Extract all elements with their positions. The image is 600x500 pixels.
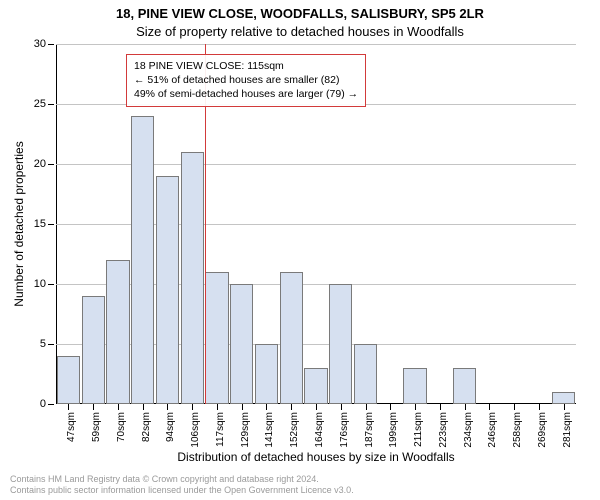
x-tick [366,404,367,410]
y-axis-label: Number of detached properties [12,141,26,306]
annotation-line3: 49% of semi-detached houses are larger (… [134,87,358,101]
x-tick-label: 187sqm [364,412,375,448]
y-tick-label: 0 [40,398,46,410]
x-tick [68,404,69,410]
histogram-bar [354,344,377,404]
x-tick [192,404,193,410]
x-tick [93,404,94,410]
x-tick [440,404,441,410]
y-tick [48,344,54,345]
x-tick [167,404,168,410]
footer-text: Contains HM Land Registry data © Crown c… [10,474,354,496]
x-tick-label: 106sqm [190,412,201,448]
footer-line2: Contains public sector information licen… [10,485,354,496]
x-tick-label: 269sqm [537,412,548,448]
y-tick [48,104,54,105]
x-tick-label: 258sqm [512,412,523,448]
x-tick-label: 129sqm [240,412,251,448]
x-tick-label: 82sqm [141,412,152,442]
y-tick-label: 25 [34,98,46,110]
y-tick-label: 15 [34,218,46,230]
x-tick-label: 164sqm [314,412,325,448]
histogram-bar [106,260,129,404]
x-tick-label: 281sqm [562,412,573,448]
y-tick [48,164,54,165]
histogram-bar [453,368,476,404]
x-tick-label: 234sqm [463,412,474,448]
title-sub: Size of property relative to detached ho… [0,24,600,39]
title-main: 18, PINE VIEW CLOSE, WOODFALLS, SALISBUR… [0,6,600,21]
x-tick-label: 47sqm [66,412,77,442]
histogram-bar [230,284,253,404]
x-tick [415,404,416,410]
y-tick-label: 5 [40,338,46,350]
histogram-bar [304,368,327,404]
y-tick [48,404,54,405]
histogram-bar [57,356,80,404]
histogram-bar [403,368,426,404]
annotation-line1: 18 PINE VIEW CLOSE: 115sqm [134,59,358,73]
histogram-bar [255,344,278,404]
histogram-bar [131,116,154,404]
x-tick [118,404,119,410]
x-tick-label: 141sqm [264,412,275,448]
y-tick [48,224,54,225]
x-tick-label: 211sqm [413,412,424,447]
x-tick-label: 70sqm [116,412,127,442]
x-tick-label: 94sqm [165,412,176,442]
x-tick [291,404,292,410]
x-axis-label: Distribution of detached houses by size … [56,450,576,464]
y-tick [48,44,54,45]
x-tick [217,404,218,410]
chart-container: 18, PINE VIEW CLOSE, WOODFALLS, SALISBUR… [0,0,600,500]
histogram-bar [280,272,303,404]
x-tick-label: 176sqm [339,412,350,448]
histogram-bar [552,392,575,404]
x-tick [564,404,565,410]
x-tick-label: 246sqm [487,412,498,448]
y-tick-label: 10 [34,278,46,290]
footer-line1: Contains HM Land Registry data © Crown c… [10,474,354,485]
x-tick [266,404,267,410]
x-tick [465,404,466,410]
x-tick-label: 59sqm [91,412,102,442]
y-tick [48,284,54,285]
histogram-bar [82,296,105,404]
histogram-bar [181,152,204,404]
x-tick [242,404,243,410]
x-tick [341,404,342,410]
x-tick [489,404,490,410]
annotation-box: 18 PINE VIEW CLOSE: 115sqm← 51% of detac… [126,54,366,107]
histogram-bar [329,284,352,404]
grid-line [56,44,576,45]
x-tick-label: 117sqm [215,412,226,447]
x-tick [143,404,144,410]
x-tick [316,404,317,410]
histogram-bar [205,272,228,404]
annotation-line2: ← 51% of detached houses are smaller (82… [134,73,358,87]
x-tick [514,404,515,410]
histogram-bar [156,176,179,404]
x-tick-label: 199sqm [388,412,399,448]
x-tick [539,404,540,410]
y-tick-label: 20 [34,158,46,170]
plot-area: 05101520253047sqm59sqm70sqm82sqm94sqm106… [56,44,576,404]
x-tick-label: 223sqm [438,412,449,448]
y-tick-label: 30 [34,38,46,50]
x-tick-label: 152sqm [289,412,300,448]
x-tick [390,404,391,410]
